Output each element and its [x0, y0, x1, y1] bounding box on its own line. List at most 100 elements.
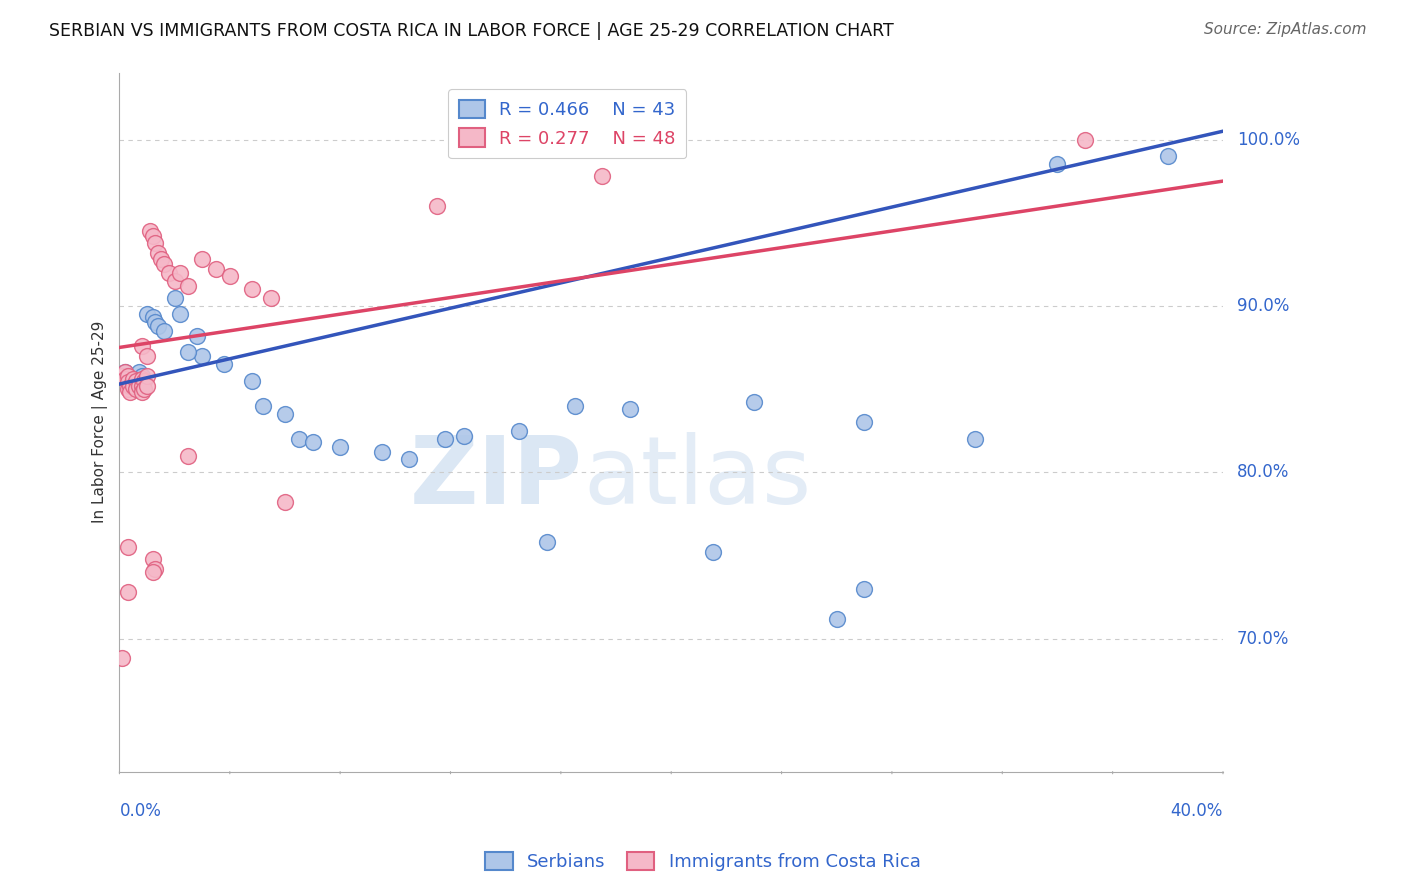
Point: [134, 374, 156, 388]
Point: [114, 372, 136, 386]
Point: [117, 585, 139, 599]
Point: [619, 401, 641, 416]
Point: [163, 274, 186, 288]
Point: [143, 562, 166, 576]
Point: [146, 318, 169, 333]
Point: [143, 316, 166, 330]
Point: [143, 235, 166, 250]
Text: SERBIAN VS IMMIGRANTS FROM COSTA RICA IN LABOR FORCE | AGE 25-29 CORRELATION CHA: SERBIAN VS IMMIGRANTS FROM COSTA RICA IN…: [49, 22, 894, 40]
Point: [114, 365, 136, 379]
Point: [1074, 132, 1097, 146]
Point: [131, 378, 153, 392]
Point: [134, 382, 156, 396]
Point: [131, 368, 153, 383]
Point: [536, 535, 558, 549]
Point: [117, 368, 139, 383]
Legend: R = 0.466    N = 43, R = 0.277    N = 48: R = 0.466 N = 43, R = 0.277 N = 48: [449, 89, 686, 159]
Text: 0.0%: 0.0%: [120, 802, 162, 820]
Point: [111, 651, 134, 665]
Text: ZIP: ZIP: [411, 432, 583, 524]
Point: [853, 415, 876, 429]
Point: [433, 432, 456, 446]
Point: [141, 310, 163, 325]
Point: [128, 365, 150, 379]
Point: [564, 399, 586, 413]
Point: [122, 378, 145, 392]
Point: [370, 445, 392, 459]
Text: Source: ZipAtlas.com: Source: ZipAtlas.com: [1204, 22, 1367, 37]
Point: [169, 307, 191, 321]
Point: [117, 376, 139, 390]
Point: [120, 385, 142, 400]
Y-axis label: In Labor Force | Age 25-29: In Labor Force | Age 25-29: [93, 321, 108, 524]
Point: [301, 435, 323, 450]
Text: 90.0%: 90.0%: [1237, 297, 1289, 315]
Point: [591, 169, 613, 183]
Point: [125, 374, 148, 388]
Point: [191, 252, 214, 267]
Point: [329, 440, 352, 454]
Point: [122, 378, 145, 392]
Point: [453, 428, 475, 442]
Point: [963, 432, 986, 446]
Point: [260, 291, 283, 305]
Text: 70.0%: 70.0%: [1237, 630, 1289, 648]
Legend: Serbians, Immigrants from Costa Rica: Serbians, Immigrants from Costa Rica: [478, 845, 928, 879]
Point: [136, 307, 159, 321]
Point: [141, 551, 163, 566]
Point: [146, 245, 169, 260]
Point: [508, 424, 530, 438]
Point: [136, 349, 159, 363]
Point: [122, 372, 145, 386]
Point: [117, 382, 139, 396]
Point: [398, 451, 420, 466]
Point: [117, 540, 139, 554]
Point: [114, 365, 136, 379]
Point: [141, 565, 163, 579]
Point: [117, 374, 139, 388]
Point: [825, 611, 848, 625]
Point: [136, 378, 159, 392]
Text: 80.0%: 80.0%: [1237, 463, 1289, 481]
Point: [111, 368, 134, 383]
Point: [1157, 149, 1180, 163]
Point: [157, 266, 180, 280]
Point: [152, 324, 174, 338]
Point: [120, 372, 142, 386]
Point: [128, 378, 150, 392]
Point: [152, 257, 174, 271]
Point: [169, 266, 191, 280]
Point: [149, 252, 172, 267]
Point: [141, 229, 163, 244]
Point: [163, 291, 186, 305]
Point: [125, 377, 148, 392]
Point: [287, 432, 309, 446]
Point: [125, 374, 148, 388]
Point: [125, 382, 148, 396]
Point: [177, 279, 200, 293]
Point: [186, 328, 208, 343]
Point: [177, 345, 200, 359]
Point: [426, 199, 449, 213]
Text: 40.0%: 40.0%: [1171, 802, 1223, 820]
Point: [120, 378, 142, 392]
Point: [139, 224, 162, 238]
Point: [702, 545, 724, 559]
Point: [218, 268, 240, 283]
Point: [131, 372, 153, 386]
Point: [274, 495, 297, 509]
Point: [252, 399, 274, 413]
Point: [131, 339, 153, 353]
Point: [742, 395, 765, 409]
Point: [1046, 157, 1069, 171]
Point: [117, 368, 139, 383]
Point: [131, 385, 153, 400]
Point: [136, 368, 159, 383]
Point: [853, 582, 876, 596]
Point: [122, 376, 145, 390]
Point: [191, 349, 214, 363]
Point: [274, 407, 297, 421]
Point: [205, 262, 228, 277]
Point: [214, 357, 236, 371]
Text: atlas: atlas: [583, 432, 811, 524]
